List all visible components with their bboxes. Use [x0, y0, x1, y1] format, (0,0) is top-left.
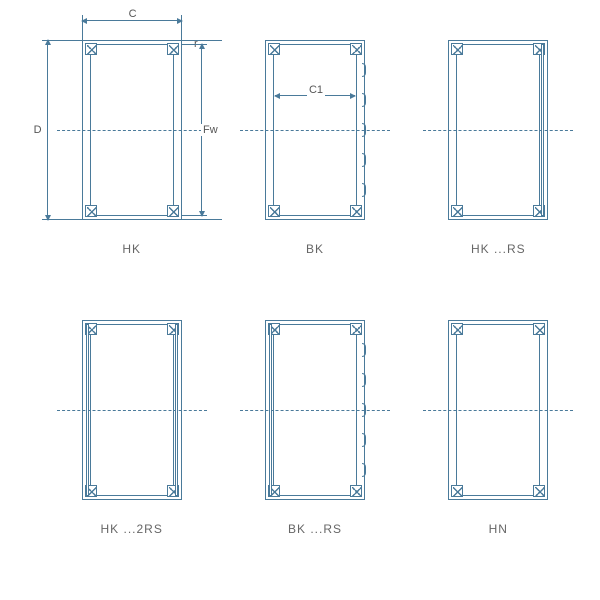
- bearing: [448, 40, 548, 220]
- roller-corner: [350, 323, 362, 335]
- closed-end-bump: [362, 343, 366, 357]
- dim-C-label: C: [127, 8, 139, 20]
- dim-D: [47, 40, 48, 220]
- closed-end-bump: [362, 183, 366, 197]
- seal-right: [175, 324, 178, 496]
- centerline: [423, 410, 573, 411]
- closed-end-bump: [362, 463, 366, 477]
- figure-label: HK ...2RS: [100, 522, 162, 536]
- roller-corner: [268, 43, 280, 55]
- roller-corner: [533, 323, 545, 335]
- roller-corner: [167, 205, 179, 217]
- centerline: [240, 130, 390, 131]
- closed-end-bump: [362, 123, 366, 137]
- bearing-wrap: C1: [243, 30, 386, 230]
- dim-D-label: D: [32, 124, 44, 136]
- centerline: [57, 130, 207, 131]
- roller-corner: [451, 485, 463, 497]
- closed-end-bump: [362, 63, 366, 77]
- figure-label: HN: [489, 522, 508, 536]
- diagram-canvas: CrDFw HK C1 BK HK ...RS HK ...2RS BK ...RS HN: [0, 0, 600, 600]
- roller-corner: [350, 43, 362, 55]
- bearing: [82, 320, 182, 500]
- centerline: [423, 130, 573, 131]
- roller-corner: [350, 485, 362, 497]
- roller-corner: [167, 43, 179, 55]
- roller-corner: [451, 323, 463, 335]
- figure-label: HK ...RS: [471, 242, 526, 256]
- closed-end-bump: [362, 373, 366, 387]
- bearing-wrap: [60, 310, 203, 510]
- closed-end-bump: [362, 153, 366, 167]
- dim-Fw-label: Fw: [201, 124, 220, 136]
- bearing-wrap: CrDFw: [60, 30, 203, 230]
- figure-cell: HK ...2RS: [60, 310, 203, 570]
- seal-left: [269, 324, 272, 496]
- closed-end-bump: [362, 403, 366, 417]
- figure-label: HK: [122, 242, 141, 256]
- figure-grid: CrDFw HK C1 BK HK ...RS HK ...2RS BK ...RS HN: [60, 30, 570, 570]
- figure-cell: BK ...RS: [243, 310, 386, 570]
- closed-end-bump: [362, 93, 366, 107]
- centerline: [57, 410, 207, 411]
- bearing-wrap: [427, 30, 570, 230]
- figure-label: BK ...RS: [288, 522, 342, 536]
- bearing-wrap: [427, 310, 570, 510]
- roller-corner: [350, 205, 362, 217]
- seal-left: [86, 324, 89, 496]
- figure-label: BK: [306, 242, 324, 256]
- bearing: [265, 320, 365, 500]
- roller-corner: [451, 205, 463, 217]
- bearing-wrap: [243, 310, 386, 510]
- roller-corner: [268, 205, 280, 217]
- seal-right: [541, 44, 544, 216]
- figure-cell: C1 BK: [243, 30, 386, 290]
- roller-corner: [85, 43, 97, 55]
- roller-corner: [451, 43, 463, 55]
- figure-cell: HK ...RS: [427, 30, 570, 290]
- bearing: [448, 320, 548, 500]
- dim-C1-label: C1: [307, 84, 325, 96]
- bearing: CrDFw: [82, 40, 182, 220]
- figure-cell: HN: [427, 310, 570, 570]
- dim-C: [82, 20, 182, 21]
- roller-corner: [533, 485, 545, 497]
- bearing: C1: [265, 40, 365, 220]
- centerline: [240, 410, 390, 411]
- roller-corner: [85, 205, 97, 217]
- closed-end-bump: [362, 433, 366, 447]
- figure-cell: CrDFw HK: [60, 30, 203, 290]
